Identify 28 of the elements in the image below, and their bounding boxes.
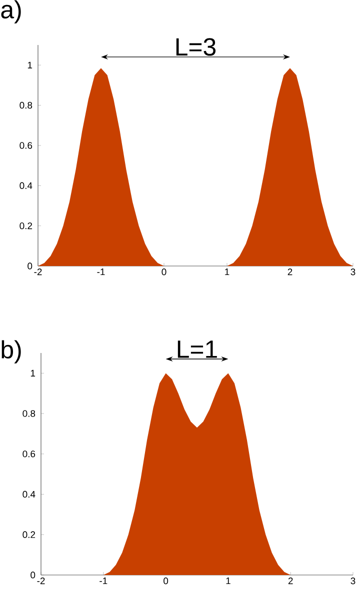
x-tick-label: -2: [37, 578, 45, 584]
y-tick-label: 1: [30, 370, 36, 376]
x-tick-label: -1: [100, 578, 108, 584]
x-tick-label: -2: [34, 268, 42, 276]
x-tick-label: 3: [350, 578, 356, 584]
x-tick-label: 0: [164, 578, 168, 584]
y-tick-label: 0.8: [22, 410, 36, 417]
x-tick-label: 2: [288, 268, 292, 276]
annotation: L=1: [178, 340, 217, 358]
y-tick-label: 0: [28, 262, 32, 270]
x-tick-label: 3: [350, 268, 356, 276]
y-tick-label: 0.6: [22, 450, 36, 458]
x-tick-label: 1: [226, 578, 230, 584]
y-tick-label: 0.2: [22, 531, 36, 538]
y-tick-label: 0.4: [22, 490, 36, 498]
y-tick-label: 0.8: [20, 102, 32, 109]
y-tick-label: 1: [28, 62, 32, 68]
y-tick-label: 0.6: [20, 142, 32, 149]
x-tick-label: 2: [288, 578, 293, 584]
y-tick-label: 0: [30, 572, 36, 578]
x-tick-label: 1: [225, 268, 230, 276]
x-tick-label: 0: [162, 268, 166, 276]
chart-title: a): [1, 0, 21, 24]
x-tick-label: -1: [97, 268, 105, 276]
chart-title: b): [2, 340, 21, 364]
y-tick-label: 0.4: [20, 182, 32, 189]
y-tick-label: 0.2: [20, 222, 32, 230]
annotation: L=3: [176, 38, 216, 56]
